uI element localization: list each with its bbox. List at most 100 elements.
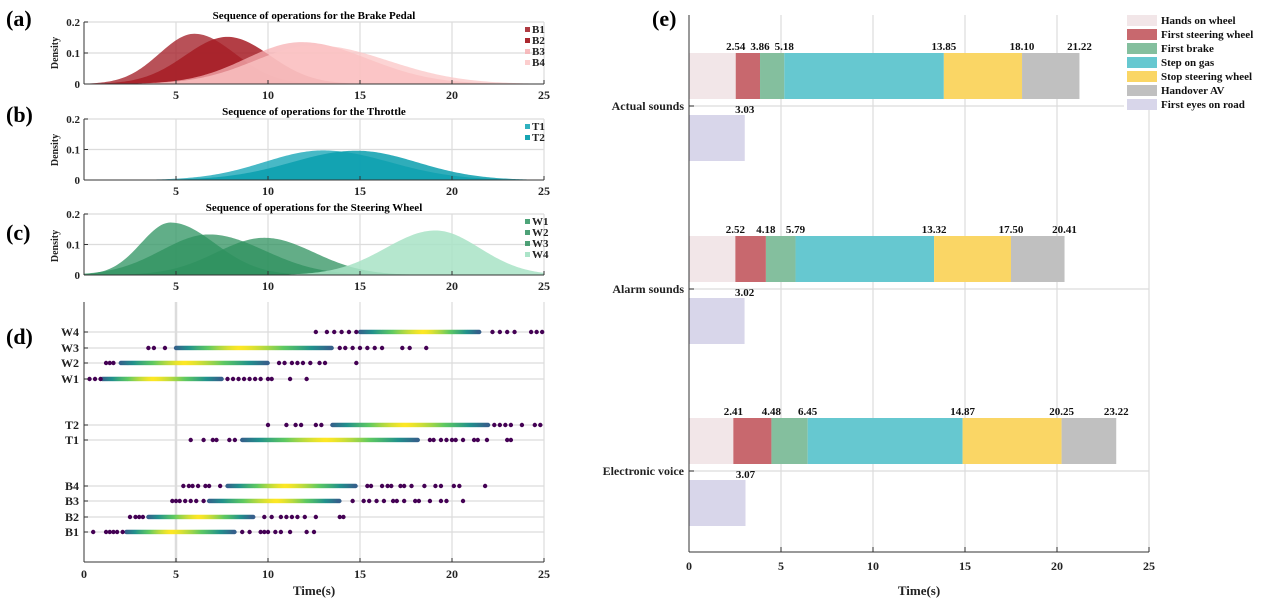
scatter-point (438, 483, 444, 489)
scatter-point (484, 437, 490, 443)
bar-segment-hands-on-wheel (689, 418, 734, 464)
y-tick-label: 0.2 (66, 114, 80, 126)
scatter-point (346, 329, 352, 335)
x-tick-label: 5 (173, 279, 179, 293)
scatter-point (284, 514, 289, 520)
x-tick-label: 10 (262, 184, 274, 198)
scatter-point (313, 329, 319, 335)
legend-label: B4 (532, 57, 545, 69)
scatter-point (91, 529, 96, 535)
scatter-point (460, 437, 466, 443)
scatter-point (424, 345, 429, 351)
panel-e-stacked-bars: (e) 2.54 3.86 5.18 13.85 18.10 21.22 3.03 2.52 4… (603, 6, 1264, 598)
scatter-point (183, 498, 188, 504)
scatter-point (225, 376, 230, 382)
scatter-point (120, 529, 125, 535)
x-tick-label: 15 (354, 567, 366, 581)
y-axis-label: Density (50, 230, 61, 262)
legend-swatch (1127, 43, 1157, 54)
scatter-point (265, 376, 271, 382)
scatter-point (210, 437, 215, 443)
value-label: 17.50 (999, 224, 1024, 236)
scatter-point (539, 329, 545, 335)
x-tick-label: 20 (446, 279, 458, 293)
x-tick-label: 20 (446, 88, 458, 102)
x-tick-label: 25 (538, 88, 550, 102)
scatter-point (133, 514, 138, 520)
scatter-point (289, 514, 295, 520)
value-label: 6.45 (798, 406, 818, 418)
scatter-point (300, 360, 306, 366)
scatter-point (413, 498, 418, 504)
y-category-label: W1 (61, 372, 79, 386)
x-tick-label: 0 (686, 559, 692, 573)
bar-segment-first-eyes-on-road (689, 480, 746, 526)
scatter-point (114, 529, 120, 535)
scatter-point (407, 345, 412, 351)
scatter-point (361, 498, 366, 504)
value-label: 4.18 (756, 224, 776, 236)
x-axis-label: Time(s) (898, 583, 940, 598)
y-tick-label: 0.1 (66, 240, 80, 252)
y-tick-label: 0 (75, 79, 81, 91)
scatter-point (98, 376, 103, 382)
scatter-point (201, 498, 206, 504)
x-tick-label: 10 (262, 567, 274, 581)
scatter-point (379, 345, 385, 351)
legend-swatch (1127, 85, 1157, 96)
legend-label: B3 (532, 46, 545, 58)
scatter-point (177, 498, 182, 504)
value-label: 2.41 (724, 406, 743, 418)
density-area-b4 (84, 45, 544, 84)
scatter-point (409, 483, 414, 489)
scatter-point (201, 437, 206, 443)
value-label: 2.52 (726, 224, 746, 236)
scatter-point (485, 422, 491, 428)
legend-label: B2 (532, 35, 545, 47)
panel-a-brake-pedal-density: (a) Sequence of operations for the Brake… (6, 6, 550, 102)
scatter-point (381, 498, 387, 504)
scatter-point (505, 437, 510, 443)
value-label: 13.32 (922, 224, 947, 236)
scatter-point (337, 498, 342, 504)
scatter-point (422, 483, 427, 489)
x-tick-label: 15 (354, 279, 366, 293)
scatter-point (427, 437, 433, 443)
scatter-point (186, 483, 192, 489)
y-category-label: Actual sounds (612, 99, 685, 113)
scatter-point (492, 422, 497, 428)
scatter-point (357, 345, 363, 351)
scatter-point (319, 422, 324, 428)
legend-label: Step on gas (1161, 57, 1215, 69)
x-tick-label: 5 (778, 559, 784, 573)
scatter-point (162, 345, 168, 351)
scatter-point (332, 329, 337, 335)
y-tick-label: 0 (75, 175, 81, 187)
scatter-point (181, 483, 186, 489)
scatter-point (482, 483, 488, 489)
x-tick-label: 25 (538, 184, 550, 198)
density-area-w4 (84, 230, 544, 275)
scatter-point (269, 376, 274, 382)
scatter-point (230, 376, 236, 382)
scatter-point (111, 360, 116, 366)
bar-segment-step-on-gas (784, 53, 944, 99)
bar-segment-stop-steering-wheel (943, 53, 1023, 99)
legend-label: B1 (532, 24, 545, 36)
x-tick-label: 10 (867, 559, 879, 573)
scatter-point (451, 483, 457, 489)
scatter-point (337, 345, 342, 351)
scatter-point (497, 329, 503, 335)
scatter-point (265, 422, 271, 428)
scatter-point (137, 514, 142, 520)
value-label: 14.87 (950, 406, 975, 418)
legend-swatch (525, 230, 530, 235)
scatter-point (532, 422, 537, 428)
value-label: 3.86 (750, 41, 770, 53)
scatter-point (337, 514, 342, 520)
scatter-point (528, 329, 534, 335)
scatter-point (385, 483, 390, 489)
scatter-point (232, 437, 238, 443)
chart-title: Sequence of operations for the Brake Ped… (213, 10, 416, 22)
scatter-point (247, 376, 252, 382)
